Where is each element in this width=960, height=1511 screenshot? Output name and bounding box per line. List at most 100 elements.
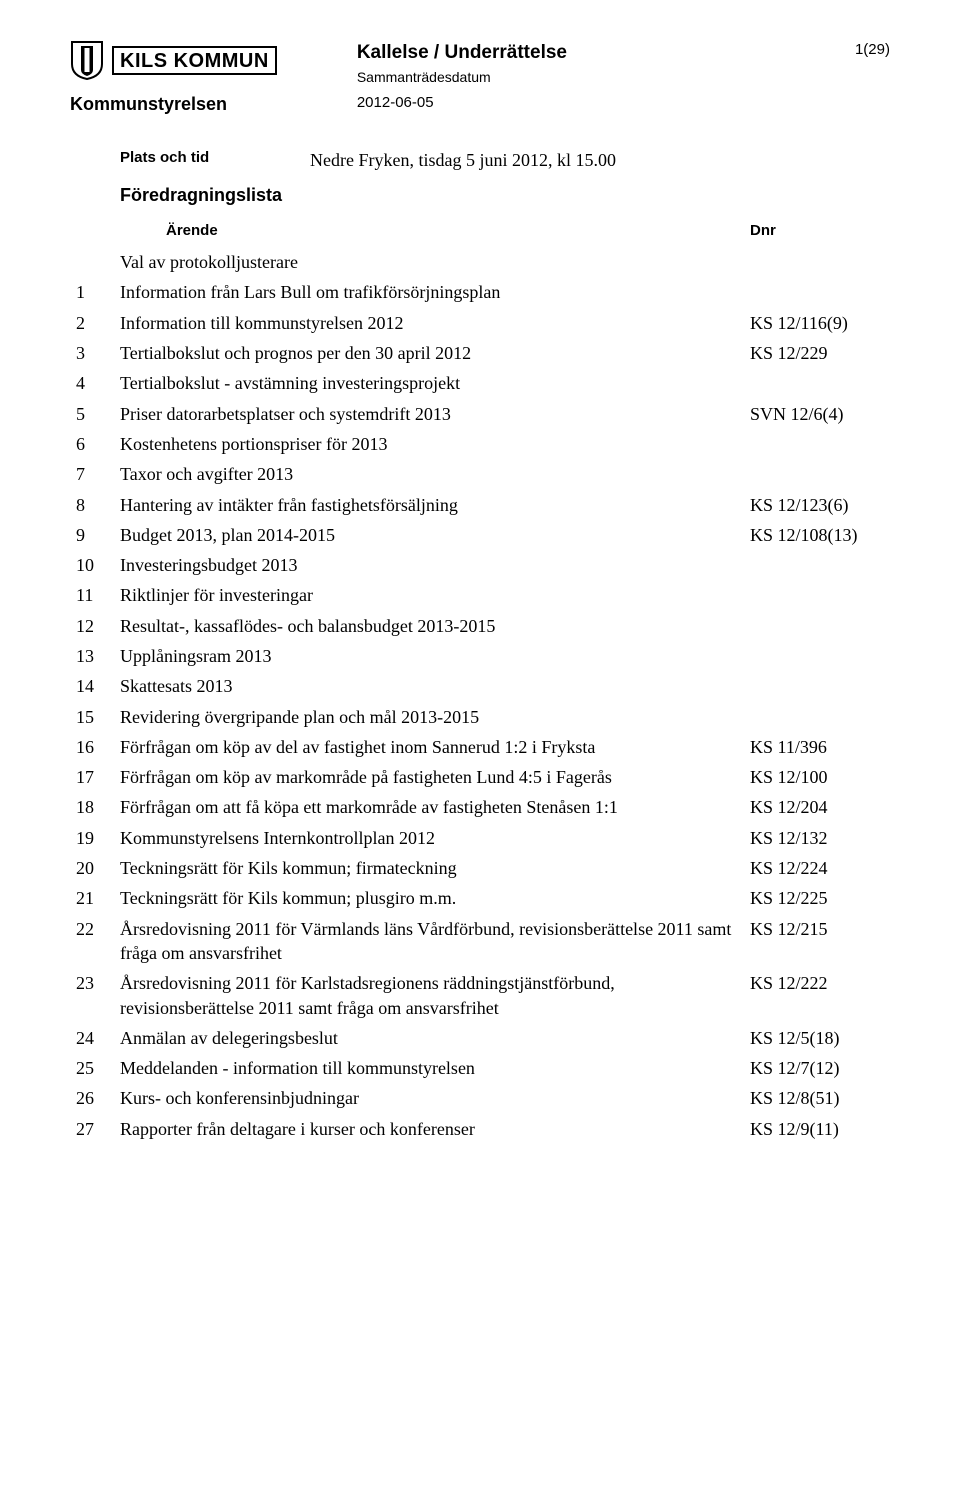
page-number: 1(29) xyxy=(855,40,890,60)
item-title: Förfrågan om att få köpa ett markområde … xyxy=(120,792,750,822)
item-title: Kommunstyrelsens Internkontrollplan 2012 xyxy=(120,823,750,853)
item-title: Rapporter från deltagare i kurser och ko… xyxy=(120,1114,750,1144)
table-row: 19Kommunstyrelsens Internkontrollplan 20… xyxy=(70,823,890,853)
table-row: 27Rapporter från deltagare i kurser och … xyxy=(70,1114,890,1144)
item-num: 19 xyxy=(70,823,120,853)
item-dnr: KS 12/108(13) xyxy=(750,520,890,550)
document-header: KILS KOMMUN Kommunstyrelsen Kallelse / U… xyxy=(70,40,890,116)
table-row: 10Investeringsbudget 2013 xyxy=(70,550,890,580)
item-dnr: KS 12/7(12) xyxy=(750,1053,890,1083)
document-title: Kallelse / Underrättelse xyxy=(357,40,855,66)
table-row: 22Årsredovisning 2011 för Värmlands läns… xyxy=(70,914,890,969)
item-num: 4 xyxy=(70,368,120,398)
section-heading: Föredragningslista xyxy=(70,183,890,207)
item-dnr xyxy=(750,671,890,701)
item-title: Kurs- och konferensinbjudningar xyxy=(120,1083,750,1113)
item-num: 15 xyxy=(70,702,120,732)
table-row: 2Information till kommunstyrelsen 2012KS… xyxy=(70,308,890,338)
table-row: 9Budget 2013, plan 2014-2015KS 12/108(13… xyxy=(70,520,890,550)
item-dnr xyxy=(750,702,890,732)
table-row: 26Kurs- och konferensinbjudningarKS 12/8… xyxy=(70,1083,890,1113)
col-header-dnr: Dnr xyxy=(750,221,890,241)
logo-block: KILS KOMMUN xyxy=(70,40,277,80)
item-num: 3 xyxy=(70,338,120,368)
table-row: 3Tertialbokslut och prognos per den 30 a… xyxy=(70,338,890,368)
item-dnr: KS 12/116(9) xyxy=(750,308,890,338)
item-num xyxy=(70,247,120,277)
item-dnr xyxy=(750,277,890,307)
item-num: 7 xyxy=(70,459,120,489)
item-dnr: KS 12/224 xyxy=(750,853,890,883)
item-dnr xyxy=(750,580,890,610)
item-title: Tertialbokslut och prognos per den 30 ap… xyxy=(120,338,750,368)
plats-row: Plats och tid Nedre Fryken, tisdag 5 jun… xyxy=(70,148,890,172)
table-row: 24Anmälan av delegeringsbeslutKS 12/5(18… xyxy=(70,1023,890,1053)
table-row: 11Riktlinjer för investeringar xyxy=(70,580,890,610)
item-dnr: KS 12/229 xyxy=(750,338,890,368)
item-title: Årsredovisning 2011 för Värmlands läns V… xyxy=(120,914,750,969)
item-dnr: KS 12/132 xyxy=(750,823,890,853)
shield-icon xyxy=(70,40,104,80)
item-num: 17 xyxy=(70,762,120,792)
item-num: 8 xyxy=(70,490,120,520)
table-row: 15Revidering övergripande plan och mål 2… xyxy=(70,702,890,732)
item-num: 23 xyxy=(70,968,120,1023)
item-num: 27 xyxy=(70,1114,120,1144)
item-title: Riktlinjer för investeringar xyxy=(120,580,750,610)
item-dnr xyxy=(750,459,890,489)
table-row: Val av protokolljusterare xyxy=(70,247,890,277)
item-dnr: KS 12/100 xyxy=(750,762,890,792)
item-dnr xyxy=(750,368,890,398)
item-title: Priser datorarbetsplatser och systemdrif… xyxy=(120,399,750,429)
item-dnr xyxy=(750,429,890,459)
item-num: 18 xyxy=(70,792,120,822)
table-row: 25Meddelanden - information till kommuns… xyxy=(70,1053,890,1083)
item-title: Val av protokolljusterare xyxy=(120,247,750,277)
item-dnr: KS 12/215 xyxy=(750,914,890,969)
table-row: 8Hantering av intäkter från fastighetsfö… xyxy=(70,490,890,520)
item-title: Årsredovisning 2011 för Karlstadsregione… xyxy=(120,968,750,1023)
item-dnr xyxy=(750,550,890,580)
item-title: Information till kommunstyrelsen 2012 xyxy=(120,308,750,338)
table-row: 1Information från Lars Bull om trafikför… xyxy=(70,277,890,307)
table-row: 18Förfrågan om att få köpa ett markområd… xyxy=(70,792,890,822)
item-title: Tertialbokslut - avstämning investerings… xyxy=(120,368,750,398)
header-center: Kallelse / Underrättelse Sammanträdesdat… xyxy=(277,40,855,113)
table-row: 23Årsredovisning 2011 för Karlstadsregio… xyxy=(70,968,890,1023)
table-row: 4Tertialbokslut - avstämning investering… xyxy=(70,368,890,398)
item-title: Revidering övergripande plan och mål 201… xyxy=(120,702,750,732)
item-dnr: KS 12/123(6) xyxy=(750,490,890,520)
item-title: Investeringsbudget 2013 xyxy=(120,550,750,580)
item-num: 25 xyxy=(70,1053,120,1083)
table-row: 14Skattesats 2013 xyxy=(70,671,890,701)
item-title: Information från Lars Bull om trafikförs… xyxy=(120,277,750,307)
meeting-date-label: Sammanträdesdatum xyxy=(357,68,855,87)
issuer-name: Kommunstyrelsen xyxy=(70,92,277,116)
table-row: 16Förfrågan om köp av del av fastighet i… xyxy=(70,732,890,762)
item-num: 12 xyxy=(70,611,120,641)
item-num: 5 xyxy=(70,399,120,429)
item-dnr: KS 11/396 xyxy=(750,732,890,762)
table-row: 21Teckningsrätt för Kils kommun; plusgir… xyxy=(70,883,890,913)
item-dnr: KS 12/8(51) xyxy=(750,1083,890,1113)
table-row: 6Kostenhetens portionspriser för 2013 xyxy=(70,429,890,459)
column-headers: Ärende Dnr xyxy=(70,221,890,241)
table-row: 5Priser datorarbetsplatser och systemdri… xyxy=(70,399,890,429)
item-dnr: KS 12/9(11) xyxy=(750,1114,890,1144)
item-num: 1 xyxy=(70,277,120,307)
item-num: 20 xyxy=(70,853,120,883)
table-row: 7Taxor och avgifter 2013 xyxy=(70,459,890,489)
item-title: Hantering av intäkter från fastighetsför… xyxy=(120,490,750,520)
item-num: 16 xyxy=(70,732,120,762)
table-row: 12Resultat-, kassaflödes- och balansbudg… xyxy=(70,611,890,641)
agenda-table: Val av protokolljusterare 1Information f… xyxy=(70,247,890,1144)
table-row: 13Upplåningsram 2013 xyxy=(70,641,890,671)
item-num: 2 xyxy=(70,308,120,338)
item-dnr: KS 12/222 xyxy=(750,968,890,1023)
item-title: Resultat-, kassaflödes- och balansbudget… xyxy=(120,611,750,641)
item-title: Meddelanden - information till kommunsty… xyxy=(120,1053,750,1083)
meeting-date: 2012-06-05 xyxy=(357,93,855,113)
item-num: 26 xyxy=(70,1083,120,1113)
item-title: Teckningsrätt för Kils kommun; firmateck… xyxy=(120,853,750,883)
item-title: Budget 2013, plan 2014-2015 xyxy=(120,520,750,550)
